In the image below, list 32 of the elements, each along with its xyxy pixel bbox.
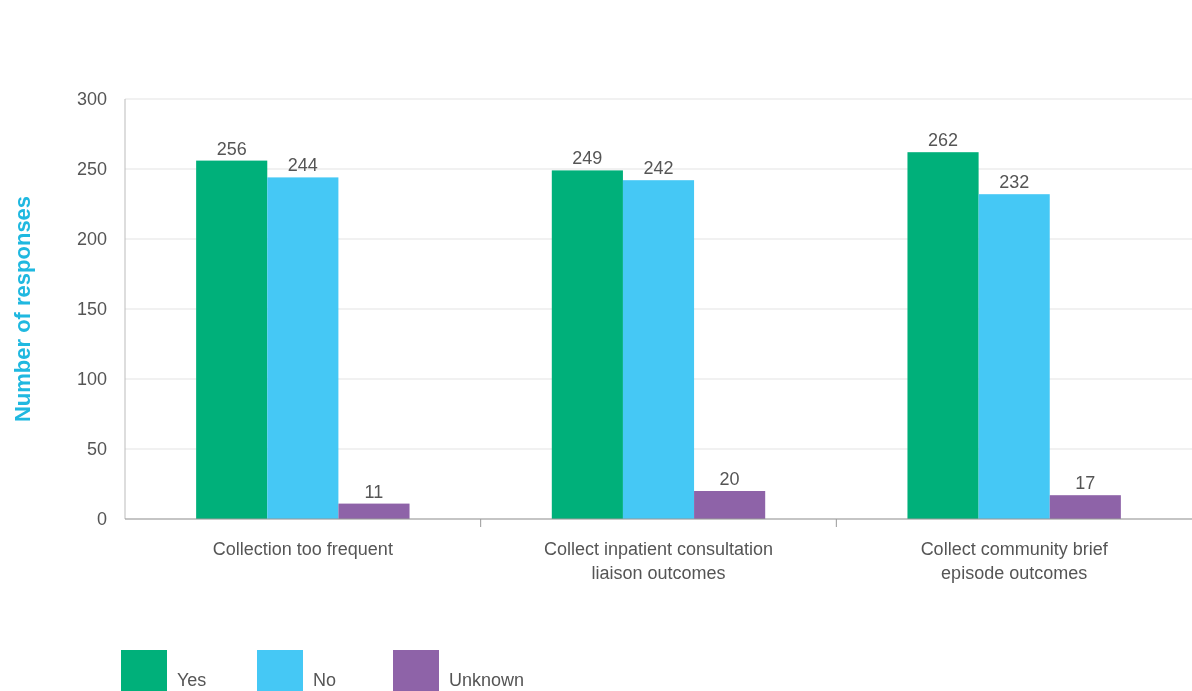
bar xyxy=(907,152,979,519)
x-tick-label: Collect inpatient consultation liaison outcomes xyxy=(543,539,774,583)
bar xyxy=(338,503,410,519)
data-label: 256 xyxy=(216,138,247,159)
x-tick-label: Collect community brief episode outcomes xyxy=(920,539,1109,583)
y-tick-label: 250 xyxy=(76,159,107,180)
y-tick-label: 150 xyxy=(76,299,107,320)
bar xyxy=(196,160,268,519)
y-tick-label: 200 xyxy=(76,229,107,250)
y-axis-title: Number of responses xyxy=(10,195,35,423)
data-label: 262 xyxy=(928,130,959,151)
bar xyxy=(622,180,695,519)
legend-label: Unknown xyxy=(449,670,525,690)
data-label: 249 xyxy=(572,148,603,169)
data-label: 242 xyxy=(643,158,674,179)
bar xyxy=(1049,495,1121,519)
bar xyxy=(551,170,623,519)
bar xyxy=(267,177,339,519)
data-label: 20 xyxy=(719,469,740,489)
legend-label: Yes xyxy=(177,670,207,690)
data-label: 232 xyxy=(999,172,1030,193)
data-label: 17 xyxy=(1075,473,1096,494)
y-tick-label: 300 xyxy=(76,89,107,110)
x-tick-label: Collection too frequent xyxy=(212,539,393,559)
y-tick-label: 0 xyxy=(96,509,107,530)
bar xyxy=(978,194,1050,519)
legend-label: No xyxy=(313,670,337,690)
y-tick-label: 100 xyxy=(76,369,107,390)
y-tick-label: 50 xyxy=(86,439,107,460)
bar xyxy=(694,491,766,519)
data-label: 244 xyxy=(287,155,318,176)
data-label: 11 xyxy=(364,481,384,502)
